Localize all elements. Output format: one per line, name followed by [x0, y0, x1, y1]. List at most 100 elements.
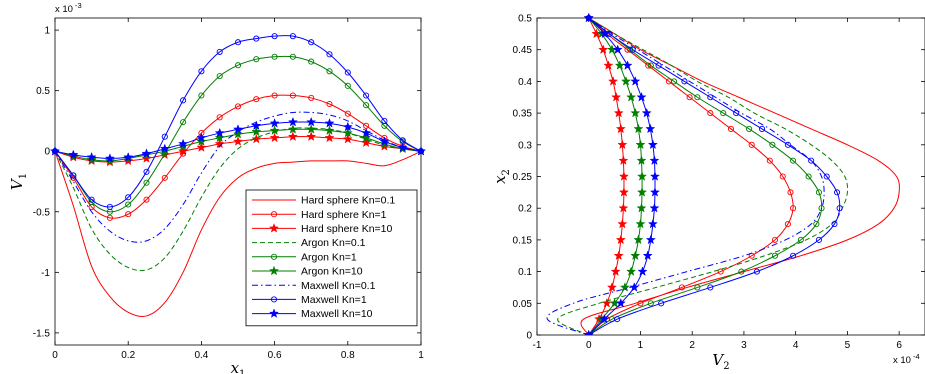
- right-data-point-ar10: [620, 76, 632, 86]
- right-data-point-hs1: [790, 205, 797, 212]
- right-data-point-mx10: [599, 313, 610, 324]
- left-data-point-hs10: [342, 133, 353, 144]
- left-x-tick-label: 0.4: [194, 350, 208, 361]
- right-data-point-hs10: [607, 76, 619, 86]
- right-data-point-hs1: [678, 284, 685, 291]
- right-data-point-ar1: [797, 236, 804, 243]
- right-data-point-hs1: [779, 173, 786, 180]
- right-x-tick-label: 1: [638, 340, 644, 351]
- left-legend-entry-ar01: Argon Kn=0.1: [252, 237, 366, 249]
- left-legend-box: [245, 189, 418, 327]
- left-data-point-mx1: [106, 203, 113, 210]
- right-data-point-mx10: [615, 297, 626, 308]
- right-data-point-hs10: [618, 202, 629, 213]
- left-data-point-hs1: [308, 94, 315, 101]
- right-series-ar01: [557, 17, 849, 335]
- right-data-point-ar1: [720, 110, 727, 117]
- right-data-point-hs1: [784, 220, 791, 228]
- right-data-point-hs10: [610, 266, 621, 276]
- right-data-point-ar1: [813, 220, 820, 228]
- right-data-point-ar10: [619, 282, 631, 292]
- right-plot-area: [546, 12, 900, 335]
- left-data-point-ar1: [363, 102, 370, 109]
- right-data-point-ar10: [636, 171, 648, 181]
- right-data-point-ar10: [630, 107, 641, 118]
- left-data-point-ar1: [198, 92, 205, 99]
- left-data-point-mx1: [216, 48, 223, 55]
- left-data-point-mx10: [214, 127, 225, 138]
- left-y-tick-label: -1.5: [33, 328, 51, 339]
- left-data-point-mx10: [415, 145, 427, 156]
- left-data-point-mx1: [381, 117, 388, 124]
- right-x-tick-label: 6: [896, 340, 902, 351]
- right-series-mx01: [546, 17, 825, 335]
- right-data-point-mx1: [753, 268, 760, 275]
- right-y-tick-label: 0: [526, 331, 532, 342]
- left-legend-marker-hs1: [270, 211, 278, 218]
- right-data-point-mx1: [681, 78, 688, 85]
- left-legend-label-ar1: Argon Kn=1: [301, 251, 357, 263]
- right-data-point-ar1: [647, 62, 654, 69]
- right-data-point-hs1: [766, 157, 773, 164]
- right-data-point-mx10: [612, 44, 623, 55]
- left-series-line-hs1: [54, 94, 422, 219]
- left-series-line-mx01: [54, 111, 422, 243]
- right-series-line-ar01: [557, 17, 849, 335]
- left-data-point-hs10: [324, 132, 335, 143]
- left-data-point-mx10: [178, 138, 189, 149]
- left-data-point-hs1: [125, 211, 132, 218]
- right-y-tick-label: 0.45: [513, 45, 533, 56]
- right-data-point-mx10: [630, 76, 641, 86]
- right-x-tick-label: 2: [689, 340, 695, 351]
- left-data-point-ar1: [289, 53, 296, 60]
- right-data-point-hs10: [611, 91, 622, 102]
- left-series-mx10: [49, 116, 427, 163]
- left-data-point-mx10: [159, 143, 170, 154]
- right-y-tick-label: 0.15: [513, 235, 533, 246]
- left-data-point-hs1: [216, 114, 223, 121]
- right-data-point-hs1: [787, 189, 794, 196]
- left-data-point-ar10: [214, 132, 225, 143]
- left-data-point-mx1: [253, 35, 260, 42]
- right-data-point-ar10: [626, 266, 637, 276]
- right-series-hs01: [580, 17, 900, 335]
- right-y-tick-label: 0.25: [513, 172, 533, 183]
- right-data-point-ar10: [636, 155, 647, 165]
- right-data-point-hs1: [748, 141, 755, 148]
- left-data-point-hs10: [178, 145, 189, 156]
- left-series-mx01: [54, 111, 422, 243]
- left-data-point-mx1: [198, 68, 205, 75]
- left-series-hs01: [54, 150, 422, 318]
- right-y-tick-label: 0.05: [513, 299, 533, 310]
- right-data-point-ar10: [614, 60, 625, 70]
- right-chart-panel: -1 0 1 2 3 4 5 600.050.10.150.20.250.30.350.40.…: [491, 12, 925, 372]
- left-data-point-hs1: [271, 92, 278, 99]
- right-y-tick-label: 0.1: [518, 267, 532, 278]
- right-data-point-mx10: [622, 60, 633, 70]
- left-legend-entry-mx01: Maxwell Kn=0.1: [252, 280, 376, 292]
- left-data-point-mx10: [49, 145, 61, 156]
- left-data-point-ar1: [234, 62, 242, 69]
- right-series-hs1: [585, 14, 797, 335]
- right-data-point-hs1: [771, 236, 779, 243]
- right-data-point-ar1: [805, 173, 812, 180]
- left-data-point-mx1: [143, 168, 150, 175]
- right-data-point-mx10: [642, 250, 653, 261]
- right-data-point-mx1: [823, 173, 830, 180]
- left-data-point-hs1: [253, 96, 260, 103]
- right-data-point-mx1: [658, 300, 665, 307]
- left-series-ar01: [54, 127, 422, 272]
- left-legend-entry-mx10: Maxwell Kn=10: [252, 308, 373, 320]
- left-data-point-mx10: [306, 116, 317, 127]
- left-legend: Hard sphere Kn=0.1 Hard sphere Kn=1 Hard s…: [245, 189, 418, 327]
- left-data-point-mx1: [125, 194, 132, 201]
- left-data-point-hs1: [234, 103, 242, 110]
- left-data-point-mx10: [123, 151, 134, 162]
- right-x-tick-label: 4: [793, 340, 799, 351]
- left-legend-marker-mx10: [268, 308, 280, 318]
- right-data-point-ar1: [694, 284, 701, 291]
- left-data-point-hs1: [143, 196, 150, 203]
- left-data-point-hs10: [306, 131, 317, 141]
- right-x-tick-label: 0: [586, 340, 592, 351]
- left-data-point-ar1: [344, 82, 351, 89]
